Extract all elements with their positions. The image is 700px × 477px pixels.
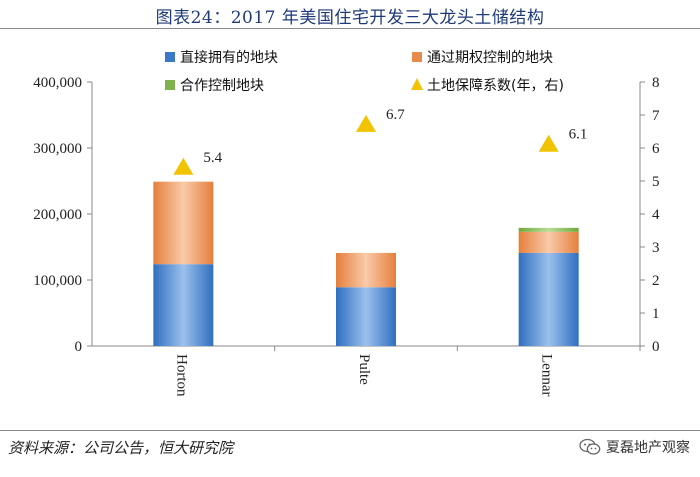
- source-note: 资料来源：公司公告，恒大研究院: [8, 439, 234, 457]
- ratio-data-label: 6.7: [386, 107, 405, 123]
- left-tick-label: 100,000: [33, 273, 82, 289]
- bars: [153, 181, 579, 346]
- right-tick-label: 7: [652, 108, 660, 124]
- ratio-marker: [173, 157, 194, 175]
- legend-jv-swatch: [165, 80, 175, 90]
- page-title: 图表24：2017 年美国住宅开发三大龙头土储结构: [155, 8, 545, 28]
- legend-ratio-swatch: [411, 78, 423, 90]
- category-label: Pulte: [356, 354, 372, 385]
- legend-optioned-label: 通过期权控制的地块: [427, 50, 553, 66]
- category-label: Horton: [173, 354, 189, 397]
- right-tick-label: 2: [652, 273, 660, 289]
- axes: 0 100,000 200,000 300,000 400,000 0 1 2 3 4 5 6 7 8 Ho…: [33, 75, 660, 397]
- legend-ratio-label: 土地保障系数(年，右): [427, 78, 564, 94]
- right-tick-label: 1: [652, 306, 660, 322]
- bar-segment-optioned: [518, 231, 579, 253]
- ratio-data-label: 5.4: [203, 150, 222, 166]
- ratio-marker: [538, 134, 559, 152]
- bar-segment-direct: [153, 264, 214, 346]
- right-tick-label: 4: [652, 207, 660, 223]
- left-tick-label: 0: [75, 339, 83, 355]
- right-tick-label: 5: [652, 174, 660, 190]
- right-tick-label: 3: [652, 240, 660, 256]
- ratio-markers: 5.4 6.7 6.1: [173, 107, 587, 175]
- bar-segment-direct: [336, 287, 396, 346]
- right-tick-label: 0: [652, 339, 660, 355]
- ratio-marker: [356, 114, 376, 132]
- bar-segment-direct: [518, 252, 579, 346]
- brand: 夏磊地产观察: [579, 437, 690, 457]
- bar-segment-jv: [518, 227, 579, 232]
- footer-rule: [0, 430, 700, 431]
- legend-direct-swatch: [165, 52, 175, 62]
- ratio-data-label: 6.1: [569, 127, 588, 143]
- left-tick-label: 400,000: [33, 75, 82, 91]
- bar-segment-optioned: [153, 181, 214, 265]
- right-tick-label: 8: [652, 75, 660, 91]
- chart: 0 100,000 200,000 300,000 400,000 0 1 2 3 4 5 6 7 8 Ho…: [33, 49, 660, 397]
- bar-segment-optioned: [336, 252, 396, 288]
- brand-name: 夏磊地产观察: [606, 440, 690, 456]
- category-label: Lennar: [539, 354, 555, 396]
- wechat-icon: [579, 438, 601, 455]
- right-tick-label: 6: [652, 141, 660, 157]
- title-rule: [0, 28, 700, 29]
- legend-direct-label: 直接拥有的地块: [180, 49, 278, 66]
- legend-optioned-swatch: [412, 52, 422, 62]
- left-tick-label: 200,000: [33, 207, 82, 223]
- left-tick-label: 300,000: [33, 141, 82, 157]
- legend-jv-label: 合作控制地块: [180, 78, 264, 94]
